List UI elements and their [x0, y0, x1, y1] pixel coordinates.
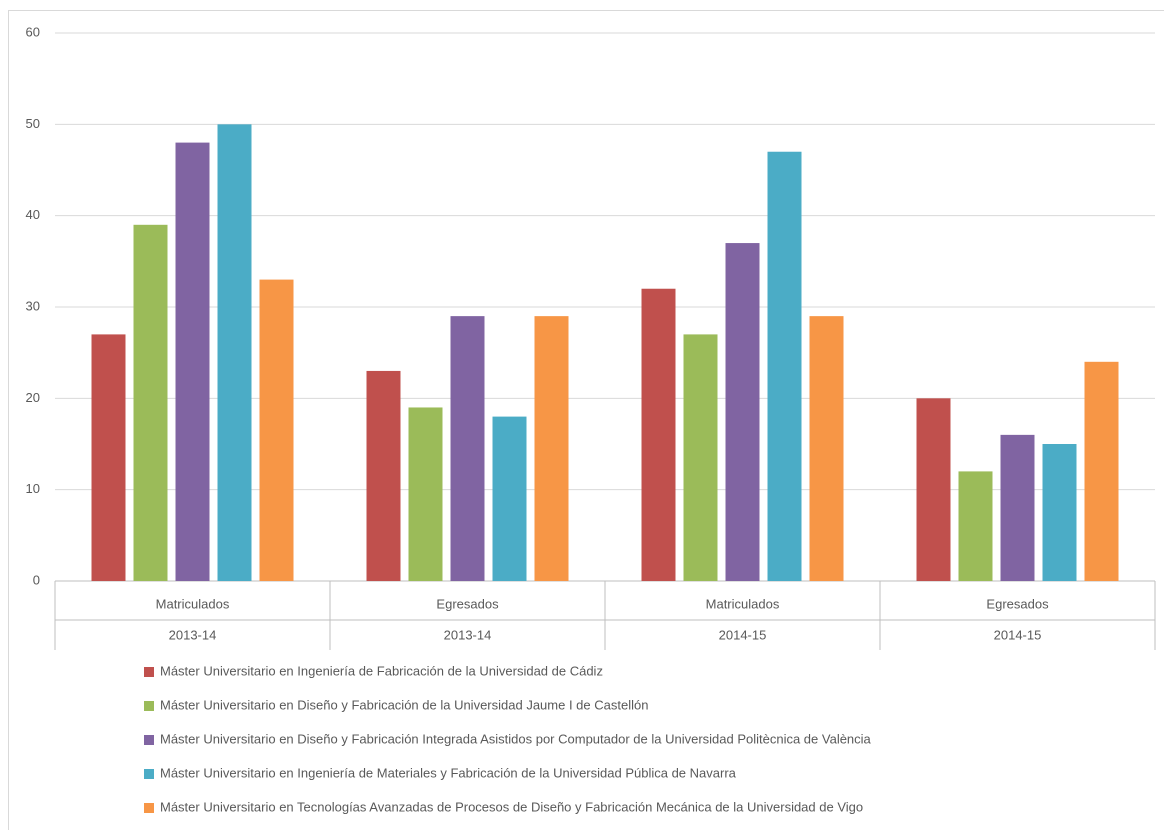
x-tick-label: 2014-15: [719, 627, 767, 642]
bar: [259, 279, 294, 581]
bar: [767, 151, 802, 581]
y-tick-label: 50: [26, 116, 40, 131]
legend-swatch: [144, 735, 154, 745]
x-tick-label: 2014-15: [994, 627, 1042, 642]
legend-swatch: [144, 667, 154, 677]
x-tick-label: Matriculados: [156, 596, 230, 611]
bar: [408, 407, 443, 581]
legend-swatch: [144, 701, 154, 711]
x-tick-label: Egresados: [436, 596, 499, 611]
legend-swatch: [144, 803, 154, 813]
x-tick-label: 2013-14: [169, 627, 217, 642]
bar: [450, 316, 485, 581]
legend-swatch: [144, 769, 154, 779]
bar: [217, 124, 252, 581]
legend-label: Máster Universitario en Diseño y Fabrica…: [160, 697, 648, 712]
bar: [809, 316, 844, 581]
bar: [641, 288, 676, 581]
y-tick-label: 20: [26, 390, 40, 405]
legend-label: Máster Universitario en Ingeniería de Ma…: [160, 765, 737, 780]
bar: [534, 316, 569, 581]
bar: [725, 243, 760, 582]
bar: [175, 142, 210, 581]
x-tick-label: Matriculados: [706, 596, 780, 611]
legend-label: Máster Universitario en Diseño y Fabrica…: [160, 731, 872, 746]
y-tick-label: 60: [26, 24, 40, 39]
y-tick-label: 40: [26, 207, 40, 222]
bar: [916, 398, 951, 581]
chart-border: [8, 10, 1164, 830]
bar: [958, 471, 993, 581]
legend-label: Máster Universitario en Ingeniería de Fa…: [160, 663, 603, 678]
y-tick-label: 10: [26, 481, 40, 496]
bar: [683, 334, 718, 581]
bar: [91, 334, 126, 581]
x-tick-label: 2013-14: [444, 627, 492, 642]
x-tick-label: Egresados: [986, 596, 1049, 611]
bar: [492, 416, 527, 581]
bar: [1042, 444, 1077, 581]
legend-label: Máster Universitario en Tecnologías Avan…: [160, 799, 863, 814]
y-tick-label: 0: [33, 572, 40, 587]
y-tick-label: 30: [26, 298, 40, 313]
bar: [1084, 361, 1119, 581]
bar: [133, 224, 168, 582]
bar: [1000, 434, 1035, 581]
bar: [366, 370, 401, 581]
